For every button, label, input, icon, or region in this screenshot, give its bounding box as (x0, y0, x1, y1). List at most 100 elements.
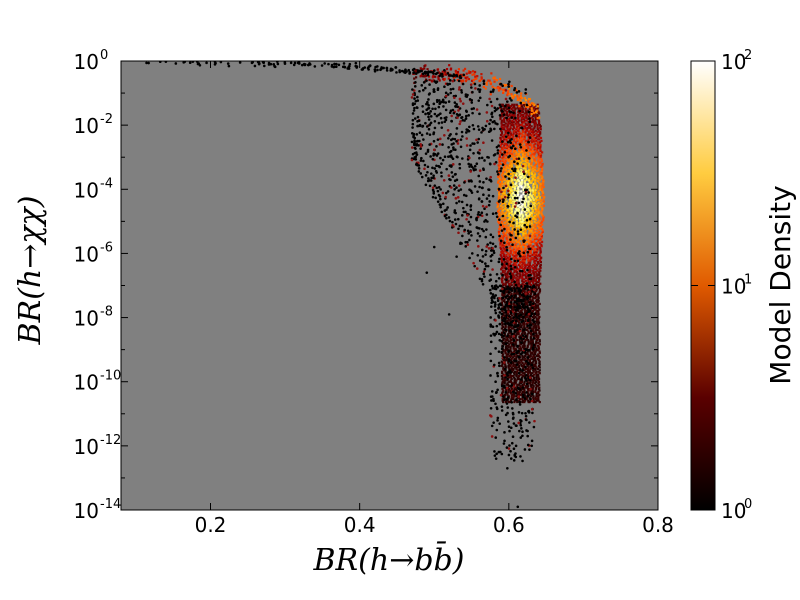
density-cell (442, 78, 445, 81)
density-cell (525, 112, 528, 115)
density-point (494, 311, 498, 315)
density-cell (511, 224, 514, 228)
density-cell (529, 211, 532, 215)
density-cell (530, 161, 533, 164)
density-cell (521, 276, 524, 280)
density-cell (509, 122, 512, 125)
density-cell (512, 369, 515, 372)
density-cell (502, 337, 505, 340)
density-cell (509, 374, 513, 378)
density-cell (537, 230, 541, 233)
colorbar-tick-base: 10 (721, 50, 746, 74)
density-cell (527, 338, 530, 342)
density-cell (519, 181, 522, 184)
density-point (521, 369, 524, 372)
density-cell (520, 157, 523, 160)
density-point (500, 384, 504, 388)
density-cell (520, 360, 523, 363)
density-cell (528, 359, 531, 362)
density-cell (522, 297, 525, 300)
density-point (415, 162, 418, 166)
density-cell (507, 90, 510, 93)
density-point (436, 138, 440, 141)
density-cell (536, 149, 539, 153)
density-cell (541, 190, 544, 193)
density-point (432, 174, 435, 178)
density-cell (519, 315, 522, 319)
density-point (474, 168, 477, 171)
density-point (476, 239, 479, 242)
density-cell (524, 357, 527, 360)
density-cell (501, 307, 504, 310)
density-point (491, 246, 494, 250)
density-cell (518, 383, 521, 386)
density-cell (514, 233, 517, 236)
density-cell (537, 284, 541, 287)
density-cell (509, 346, 512, 349)
density-cell (499, 141, 502, 144)
density-cell (530, 256, 533, 259)
density-cell (514, 232, 517, 235)
density-point (432, 88, 436, 91)
density-cell (537, 151, 540, 154)
density-cell (508, 204, 511, 207)
density-point (464, 245, 468, 248)
density-point (476, 141, 479, 144)
density-point (438, 102, 441, 105)
density-cell (503, 152, 506, 155)
density-cell (530, 305, 533, 308)
density-cell (518, 203, 521, 206)
density-cell (513, 194, 517, 197)
density-cell (529, 157, 533, 160)
density-cell (532, 252, 536, 255)
density-cell (539, 144, 542, 147)
density-cell (534, 328, 538, 331)
density-cell (529, 380, 532, 383)
density-cell (508, 136, 511, 140)
density-cell (533, 239, 536, 242)
density-cell (510, 380, 513, 383)
density-cell (519, 380, 522, 383)
density-point (361, 68, 365, 71)
density-point (509, 426, 513, 430)
density-cell (499, 151, 502, 154)
density-cell (529, 259, 532, 262)
density-cell (506, 289, 509, 293)
density-cell (530, 133, 533, 137)
density-cell (510, 338, 513, 342)
density-cell (531, 341, 535, 344)
density-cell (532, 269, 535, 272)
density-point (423, 163, 427, 167)
density-cell (510, 193, 513, 196)
density-cell (535, 334, 538, 337)
density-cell (521, 207, 524, 210)
density-cell (515, 395, 518, 398)
density-cell (532, 360, 535, 363)
density-cell (521, 221, 524, 225)
density-cell (516, 98, 519, 102)
density-cell (521, 259, 524, 262)
density-point (516, 323, 520, 327)
density-cell (510, 367, 513, 370)
density-point (510, 400, 514, 404)
density-cell (511, 245, 514, 248)
density-cell (508, 188, 511, 192)
density-cell (501, 183, 504, 186)
density-point (449, 186, 453, 189)
density-cell (534, 304, 538, 307)
density-cell (496, 201, 499, 204)
density-point (524, 88, 528, 91)
density-point (474, 87, 477, 90)
density-cell (541, 230, 544, 233)
density-cell (536, 273, 539, 277)
density-cell (517, 110, 520, 114)
density-cell (520, 185, 523, 189)
density-point (419, 159, 423, 162)
density-cell (523, 268, 526, 271)
density-point (522, 302, 526, 306)
density-cell (518, 344, 521, 347)
density-point (522, 197, 525, 201)
density-point (517, 317, 521, 320)
density-cell (520, 363, 523, 366)
density-point (502, 113, 506, 116)
